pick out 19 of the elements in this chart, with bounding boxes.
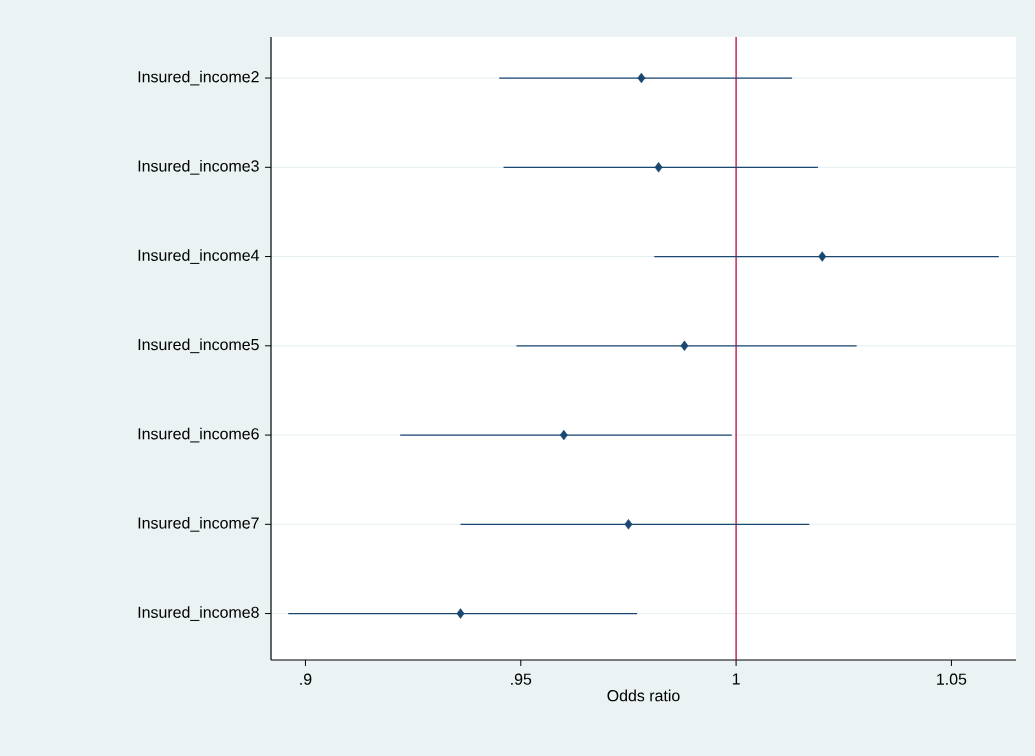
point	[818, 251, 827, 262]
y-tick-label: Insured_income6	[138, 427, 259, 443]
y-tick-label: Insured_income3	[138, 159, 259, 175]
x-tick-label: 1	[732, 673, 740, 685]
y-tick-label: Insured_income7	[138, 516, 259, 532]
y-tick-label: Insured_income8	[138, 606, 259, 621]
y-tick-label: Insured_income5	[138, 338, 259, 354]
point	[456, 608, 465, 619]
x-axis-title: Odds ratio	[607, 689, 680, 702]
point	[559, 429, 568, 441]
x-tick-label: 1.05	[937, 673, 967, 685]
y-tick-label: Insured_income2	[138, 70, 259, 86]
point	[624, 519, 633, 530]
point	[680, 340, 689, 352]
x-tick-label: .95	[511, 673, 532, 685]
point	[637, 72, 646, 84]
x-tick-label: .9	[300, 673, 312, 685]
point	[654, 162, 663, 173]
y-tick-label: Insured_income4	[138, 249, 259, 264]
